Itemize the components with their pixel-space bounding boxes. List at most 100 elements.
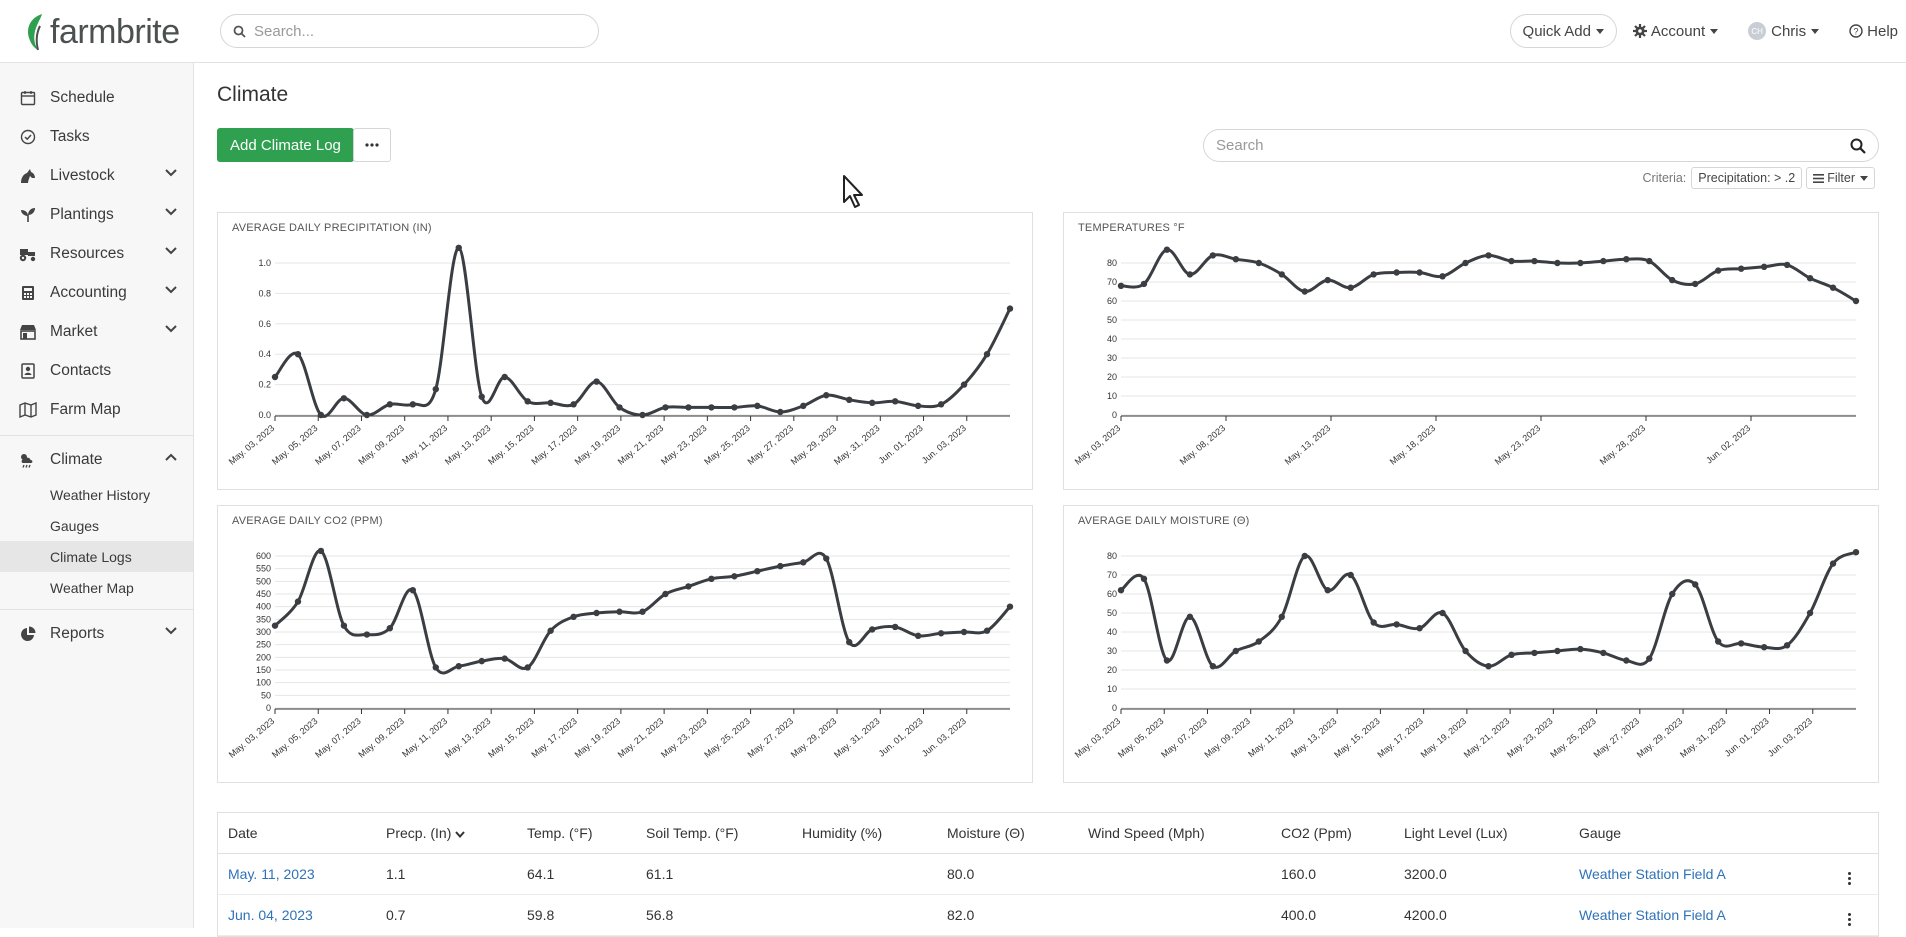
column-header-gauge[interactable]: Gauge (1569, 813, 1838, 854)
x-tick-label: Jun. 02, 2023 (1704, 423, 1752, 466)
criteria-chip[interactable]: Precipitation: > .2 (1691, 167, 1803, 189)
column-header-wind-speed[interactable]: Wind Speed (Mph) (1078, 813, 1271, 854)
bars-icon (1813, 173, 1825, 183)
y-tick-label: 20 (1107, 665, 1117, 675)
climate-log-search[interactable] (1203, 129, 1879, 162)
help-label: Help (1867, 22, 1898, 40)
x-tick-label: May. 19, 2023 (1419, 716, 1469, 760)
data-point (340, 395, 348, 402)
sidebar-item-schedule[interactable]: Schedule (0, 78, 193, 117)
gauge-link[interactable]: Weather Station Field A (1569, 894, 1838, 936)
data-point (1439, 609, 1446, 617)
column-header-soil-temp[interactable]: Soil Temp. (°F) (636, 813, 792, 854)
y-tick-label: 10 (1107, 391, 1117, 401)
cell-precipitation: 0.7 (376, 894, 517, 936)
data-point (363, 631, 371, 638)
sidebar-item-market[interactable]: Market (0, 312, 193, 351)
gauge-link[interactable]: Weather Station Field A (1569, 853, 1838, 895)
column-header-actions (1838, 813, 1878, 854)
sidebar-subitem-weather-map[interactable]: Weather Map (50, 579, 134, 596)
x-tick-label: May. 13, 2023 (1283, 423, 1333, 467)
criteria-label: Criteria: (1642, 171, 1687, 185)
quick-add-button[interactable]: Quick Add (1509, 14, 1617, 48)
column-header-light-level[interactable]: Light Level (Lux) (1394, 813, 1569, 854)
more-options-button[interactable] (353, 128, 391, 162)
sidebar-item-livestock[interactable]: Livestock (0, 156, 193, 195)
data-point (1714, 638, 1722, 645)
x-tick-label: May. 09, 2023 (1202, 716, 1252, 760)
cell-light-level: 3200.0 (1394, 853, 1569, 895)
x-tick-label: May. 23, 2023 (1505, 716, 1555, 760)
data-point (846, 396, 853, 403)
climate-log-table: Date Precp. (In) Temp. (°F) Soil Temp. (… (217, 812, 1879, 937)
cell-light-level: 4200.0 (1394, 894, 1569, 936)
column-header-precipitation[interactable]: Precp. (In) (376, 813, 517, 854)
x-tick-label: May. 11, 2023 (400, 423, 449, 466)
column-header-date[interactable]: Date (218, 813, 376, 854)
chart-title: TEMPERATURES °F (1078, 222, 1185, 234)
sidebar-item-label: Climate (50, 450, 103, 468)
data-point (1623, 256, 1630, 263)
user-menu[interactable]: CH Chris (1748, 22, 1820, 40)
sidebar-item-farm-map[interactable]: Farm Map (0, 390, 193, 429)
data-point (1714, 267, 1722, 274)
climate-log-search-input[interactable] (1216, 137, 1816, 154)
check-circle-icon (18, 127, 38, 147)
search-icon[interactable] (1850, 138, 1866, 154)
data-point (639, 608, 646, 615)
data-point (846, 638, 853, 646)
filter-button[interactable]: Filter (1806, 167, 1875, 189)
map-icon (18, 400, 38, 420)
global-search[interactable] (220, 14, 599, 48)
x-tick-label: May. 27, 2023 (745, 716, 795, 760)
sidebar-subitem-gauges[interactable]: Gauges (50, 517, 100, 534)
moisture-chart-panel: AVERAGE DAILY MOISTURE (Θ) 0 10 20 30 40 50 60… (1063, 505, 1879, 783)
sidebar-item-reports[interactable]: Reports (0, 614, 193, 653)
column-header-moisture[interactable]: Moisture (Θ) (937, 813, 1078, 854)
data-point (593, 609, 600, 617)
calculator-icon (18, 283, 38, 303)
series-line (1120, 550, 1857, 669)
chevron-down-icon (165, 247, 177, 255)
data-point (1255, 259, 1263, 267)
data-point (868, 626, 876, 633)
add-climate-log-button[interactable]: Add Climate Log (217, 128, 354, 162)
column-header-humidity[interactable]: Humidity (%) (792, 813, 937, 854)
data-point (662, 404, 669, 411)
sidebar-subitem-climate-logs[interactable]: Climate Logs (0, 541, 193, 572)
sidebar-item-contacts[interactable]: Contacts (0, 351, 193, 390)
row-actions-menu[interactable] (1838, 853, 1878, 895)
data-point (685, 583, 692, 590)
data-point (891, 398, 899, 405)
data-point (294, 598, 302, 605)
account-menu[interactable]: Account (1632, 23, 1719, 40)
sidebar-item-accounting[interactable]: Accounting (0, 273, 193, 312)
column-header-temp[interactable]: Temp. (°F) (517, 813, 636, 854)
data-point (1006, 305, 1014, 312)
row-actions-menu[interactable] (1838, 894, 1878, 936)
date-link[interactable]: May. 11, 2023 (218, 853, 376, 895)
y-tick-label: 200 (256, 652, 271, 662)
sidebar-subitem-weather-history[interactable]: Weather History (50, 486, 151, 503)
data-point (1669, 276, 1676, 284)
date-link[interactable]: Jun. 04, 2023 (218, 894, 376, 936)
data-point (708, 575, 715, 582)
sidebar-item-tasks[interactable]: Tasks (0, 117, 193, 156)
data-point (1278, 613, 1285, 620)
farmbrite-logo[interactable]: farmbrite (24, 10, 180, 54)
data-point (1416, 625, 1423, 632)
sidebar-item-resources[interactable]: Resources (0, 234, 193, 273)
sidebar-item-climate[interactable]: Climate (0, 440, 193, 479)
x-tick-label: May. 19, 2023 (573, 423, 623, 467)
data-point (1531, 257, 1538, 265)
data-point (570, 401, 577, 408)
sidebar-item-plantings[interactable]: Plantings (0, 195, 193, 234)
data-point (754, 568, 761, 575)
sidebar-divider (0, 435, 193, 436)
help-link[interactable]: ? Help (1849, 23, 1898, 40)
global-search-input[interactable] (254, 22, 574, 40)
column-header-co2[interactable]: CO2 (Ppm) (1271, 813, 1394, 854)
pie-chart-icon (18, 624, 38, 644)
x-tick-label: May. 11, 2023 (1246, 716, 1295, 759)
sidebar-item-label: Livestock (50, 166, 115, 184)
